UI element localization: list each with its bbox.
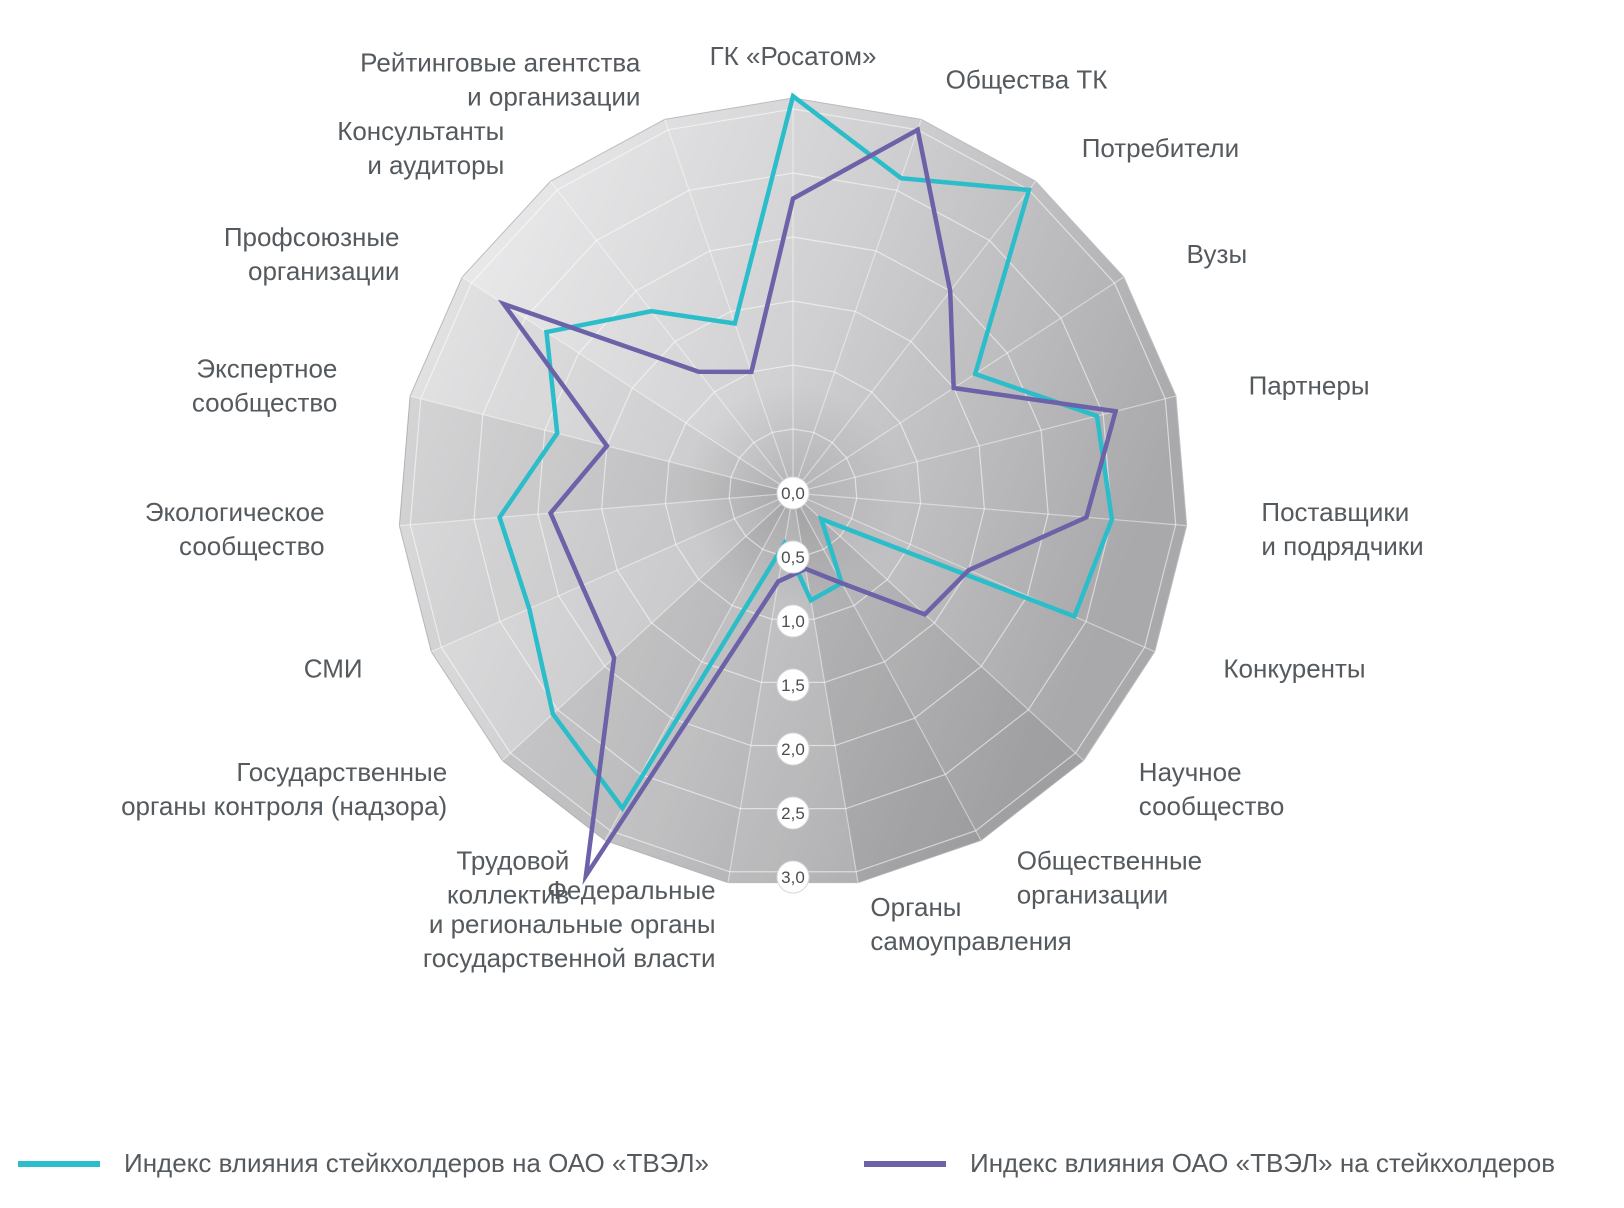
legend-swatch-teal (18, 1160, 100, 1167)
category-label-line: организации (248, 256, 400, 286)
tick-label: 0,5 (781, 548, 805, 567)
tick-bubble (776, 796, 810, 830)
tick-label: 1,5 (781, 676, 805, 695)
category-label: Потребители (1082, 133, 1239, 163)
radar-spoke (792, 492, 1085, 761)
category-label-line: Государственные (236, 757, 447, 787)
radar-spoke (461, 276, 794, 494)
category-label-line: коллектив (447, 879, 569, 909)
radar-sector (793, 493, 1084, 841)
category-label-line: Трудовой (456, 845, 569, 875)
category-label: Научное сообщество (1139, 757, 1285, 821)
category-label-line: и подрядчики (1261, 531, 1423, 561)
category-label: Конкуренты (1223, 654, 1365, 684)
category-label-line: самоуправления (870, 926, 1071, 956)
category-label-line: Партнеры (1249, 371, 1370, 401)
category-label-line: Экспертное (196, 354, 337, 384)
category-label-line: органы контроля (надзора) (121, 791, 447, 821)
radar-category-labels: ГК «Росатом» Общества ТК Потребители Вузы Па… (121, 41, 1424, 973)
radar-spoke (792, 492, 1187, 527)
category-label-line: и организации (467, 82, 640, 112)
category-label-line: Общественные (1017, 845, 1202, 875)
radar-spoke (792, 119, 922, 494)
legend-item-tvel-influence: Индекс влияния ОАО «ТВЭЛ» на стейкхолдер… (864, 1148, 1555, 1179)
category-label-line: Общества ТК (946, 65, 1108, 95)
radar-spoke (409, 395, 794, 494)
radar-tick-group: 0,0 0,5 1,0 1,5 2,0 2,5 3,0 (776, 476, 810, 894)
category-label-line: сообщество (179, 531, 325, 561)
category-label-line: и региональные органы (429, 909, 716, 939)
tick-label: 3,0 (781, 868, 805, 887)
category-label-line: ГК «Росатом» (710, 41, 877, 71)
radar-spoke (792, 492, 982, 841)
radar-spoke (431, 492, 794, 653)
category-label: Экологическое сообщество (145, 497, 325, 561)
category-label: Федеральные и региональные органы государс… (423, 875, 716, 973)
category-label: Государственные органы контроля (надзора) (121, 757, 447, 821)
category-label-line: Профсоюзные (224, 222, 400, 252)
category-label: Партнеры (1249, 371, 1370, 401)
category-label-line: Экологическое (145, 497, 325, 527)
category-label-line: сообщество (192, 388, 338, 418)
category-label: СМИ (304, 654, 363, 684)
category-label-line: и аудиторы (367, 150, 504, 180)
category-label: Трудовой коллектив (447, 845, 569, 909)
category-label-line: Консультанты (337, 116, 504, 146)
category-label: Вузы (1187, 239, 1248, 269)
category-label-line: Конкуренты (1223, 654, 1365, 684)
tick-bubble (776, 476, 810, 510)
radar-spoke (792, 180, 1037, 494)
tick-bubble (776, 860, 810, 894)
tick-bubble (776, 732, 810, 766)
category-label: Консультанты и аудиторы (337, 116, 504, 180)
radar-spoke (399, 492, 794, 527)
category-label-line: Рейтинговые агентства (360, 48, 641, 78)
tick-label: 0,0 (781, 484, 805, 503)
category-label: Поставщики и подрядчики (1261, 497, 1423, 561)
legend-swatch-purple (864, 1160, 946, 1167)
category-label-line: Органы (870, 892, 961, 922)
radar-spoke (792, 276, 1125, 494)
category-label-line: Федеральные (547, 875, 715, 905)
radar-sector (502, 493, 793, 841)
category-label: ГК «Росатом» (710, 41, 877, 71)
category-label: Общества ТК (946, 65, 1108, 95)
tick-label: 2,0 (781, 740, 805, 759)
category-label-line: организации (1017, 879, 1168, 909)
category-label-line: СМИ (304, 654, 363, 684)
tick-label: 1,0 (781, 612, 805, 631)
tick-bubble (776, 668, 810, 702)
radar-spoke (664, 119, 794, 494)
tick-label: 2,5 (781, 804, 805, 823)
legend-label: Индекс влияния стейкхолдеров на ОАО «ТВЭ… (124, 1148, 710, 1178)
radar-spoke (792, 492, 1155, 653)
category-label-line: государственной власти (423, 943, 716, 973)
legend-item-influence-on-tvel: Индекс влияния стейкхолдеров на ОАО «ТВЭ… (18, 1148, 709, 1179)
radar-spoke (549, 180, 794, 494)
category-label-line: Поставщики (1261, 497, 1409, 527)
category-label-line: Вузы (1187, 239, 1248, 269)
legend-label: Индекс влияния ОАО «ТВЭЛ» на стейкхолдер… (970, 1148, 1556, 1178)
category-label: Рейтинговые агентства и организации (360, 48, 641, 112)
tick-bubble (776, 604, 810, 638)
category-label-line: Научное (1139, 757, 1242, 787)
series-line-purple (497, 126, 1119, 886)
category-label: Профсоюзные организации (224, 222, 400, 286)
radar-spoke (501, 492, 794, 761)
category-label: Органы самоуправления (870, 892, 1071, 956)
category-label: Общественные организации (1017, 845, 1202, 909)
category-label: Экспертное сообщество (192, 354, 338, 418)
tick-bubble (776, 540, 810, 574)
category-label-line: сообщество (1139, 791, 1285, 821)
category-label-line: Потребители (1082, 133, 1239, 163)
